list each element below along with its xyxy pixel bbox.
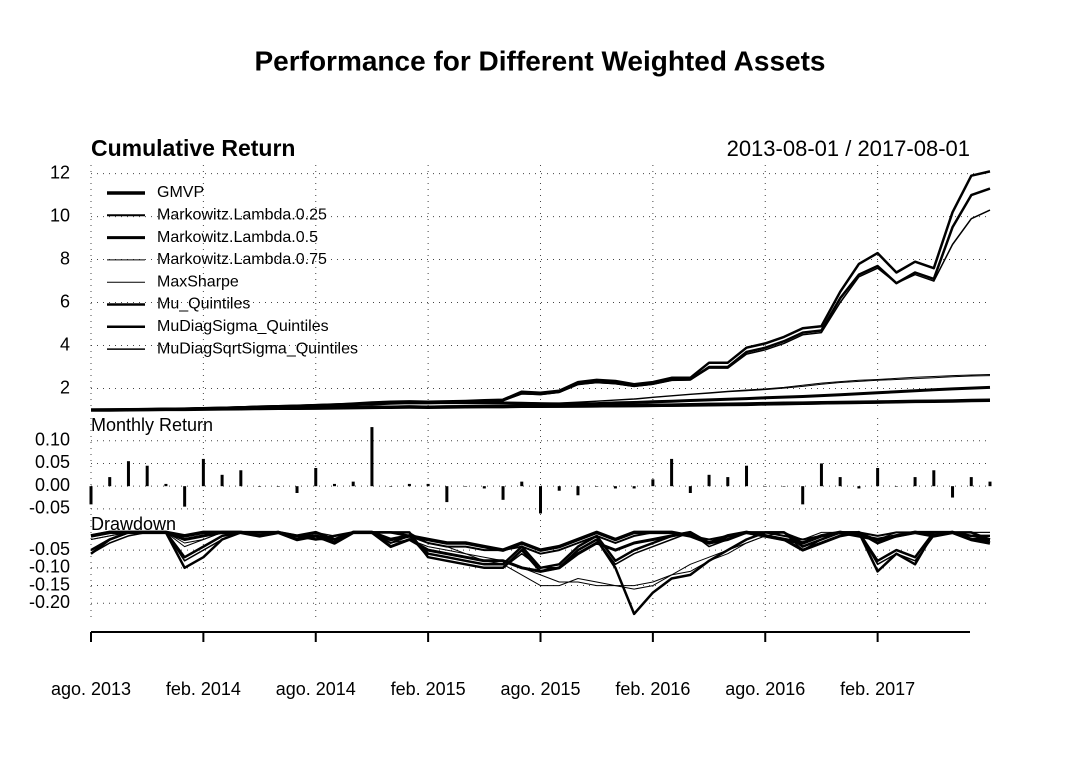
- legend-label: MaxSharpe: [157, 273, 239, 290]
- bar: [894, 486, 898, 487]
- bar: [632, 486, 636, 489]
- bar: [576, 486, 580, 496]
- bar: [258, 486, 262, 487]
- chart-title: Performance for Different Weighted Asset…: [254, 45, 825, 76]
- bar: [220, 474, 224, 487]
- y-tick-label: -0.05: [29, 539, 70, 559]
- y-tick-label: 8: [60, 248, 70, 268]
- bar: [145, 465, 149, 487]
- bar: [539, 486, 542, 514]
- x-tick-label: feb. 2015: [391, 679, 466, 699]
- bar: [557, 486, 561, 491]
- panel-title: Monthly Return: [91, 415, 213, 435]
- legend-label: MuDiagSigma_Quintiles: [157, 318, 329, 335]
- bar: [332, 483, 336, 487]
- y-tick-label: 0.05: [35, 452, 70, 472]
- bar: [482, 486, 486, 489]
- x-tick-label: feb. 2014: [166, 679, 241, 699]
- x-tick-label: feb. 2016: [615, 679, 690, 699]
- bar: [763, 486, 767, 487]
- y-tick-label: 0.10: [35, 429, 70, 449]
- legend-label: MuDiagSqrtSigma_Quintiles: [157, 340, 358, 357]
- legend-label: Markowitz.Lambda.0.75: [157, 251, 327, 268]
- bar: [876, 468, 880, 487]
- bar: [89, 486, 93, 505]
- bar: [613, 486, 617, 489]
- x-tick-label: feb. 2017: [840, 679, 915, 699]
- legend-label: Markowitz.Lambda.0.25: [157, 207, 327, 224]
- bar: [295, 486, 299, 493]
- y-tick-label: 0.00: [35, 475, 70, 495]
- bar: [351, 481, 355, 487]
- bar: [501, 486, 505, 500]
- bar: [801, 486, 805, 505]
- bar: [126, 461, 130, 487]
- bar: [651, 479, 655, 487]
- y-tick-label: -0.10: [29, 557, 70, 577]
- bar: [913, 477, 917, 487]
- y-tick-label: 10: [50, 205, 70, 225]
- x-tick-label: ago. 2016: [725, 679, 805, 699]
- bar: [688, 486, 692, 493]
- bar: [595, 486, 599, 487]
- y-tick-label: 6: [60, 291, 70, 311]
- legend-label: GMVP: [157, 184, 204, 201]
- bar: [726, 477, 730, 487]
- bar: [201, 458, 205, 487]
- x-tick-label: ago. 2015: [500, 679, 580, 699]
- x-tick-label: ago. 2014: [276, 679, 356, 699]
- bar: [164, 483, 168, 487]
- date-range: 2013-08-01 / 2017-08-01: [727, 136, 970, 161]
- bar: [183, 486, 187, 507]
- bar: [707, 474, 711, 487]
- bar: [314, 468, 318, 487]
- bar: [969, 477, 973, 487]
- legend-label: Markowitz.Lambda.0.5: [157, 229, 318, 246]
- series-line: [91, 209, 991, 411]
- y-tick-label: 4: [60, 334, 70, 354]
- bar: [745, 465, 749, 487]
- series-line: [90, 531, 990, 587]
- y-tick-label: 2: [60, 377, 70, 397]
- y-tick-label: -0.05: [29, 498, 70, 518]
- bar: [670, 458, 674, 487]
- bar: [857, 486, 861, 489]
- panel-title: Cumulative Return: [91, 135, 295, 161]
- bar: [520, 481, 524, 487]
- y-tick-label: 12: [50, 162, 70, 182]
- bar: [782, 486, 786, 487]
- bar: [370, 427, 374, 487]
- bar: [407, 483, 411, 487]
- series-line: [90, 531, 991, 569]
- bar: [819, 463, 823, 487]
- bar: [108, 477, 112, 487]
- bar: [932, 470, 936, 487]
- bar: [426, 483, 430, 487]
- y-tick-label: -0.20: [29, 592, 70, 612]
- bar: [239, 470, 243, 487]
- bar: [276, 486, 280, 487]
- x-tick-label: ago. 2013: [51, 679, 131, 699]
- panel-title: Drawdown: [91, 514, 176, 534]
- bar: [838, 477, 842, 487]
- bar: [445, 486, 449, 503]
- legend-label: Mu_Quintiles: [157, 296, 250, 313]
- y-tick-label: -0.15: [29, 574, 70, 594]
- bar: [951, 486, 955, 498]
- bar: [464, 486, 468, 487]
- bar: [389, 486, 393, 487]
- bar: [988, 481, 992, 487]
